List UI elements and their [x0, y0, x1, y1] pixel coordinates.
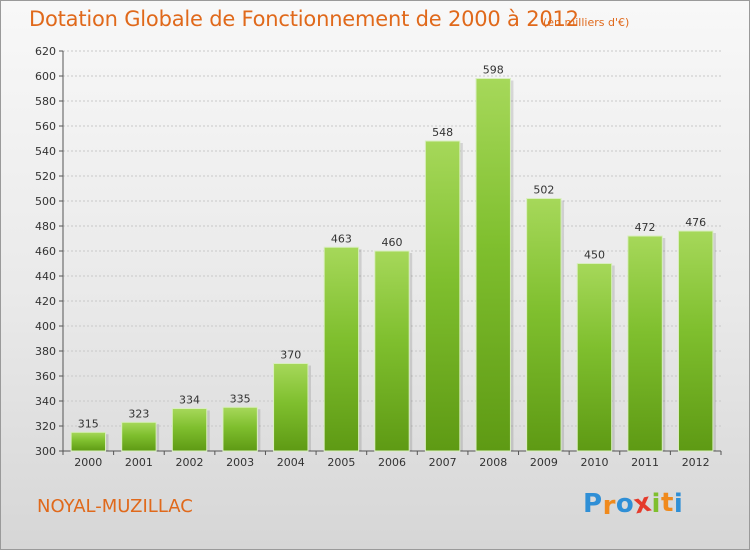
value-label: 548 [432, 126, 453, 139]
bar-2002 [171, 408, 208, 452]
y-tick-label: 540 [35, 145, 56, 158]
y-tick-label: 580 [35, 95, 56, 108]
y-tick-label: 460 [35, 245, 56, 258]
y-tick-label: 320 [35, 420, 56, 433]
x-tick-label: 2004 [277, 456, 305, 469]
y-tick-label: 520 [35, 170, 56, 183]
value-label: 323 [128, 407, 149, 420]
value-label: 598 [483, 64, 504, 77]
bar-2006 [374, 250, 410, 452]
logo-letter: P [583, 489, 603, 519]
chart-title: Dotation Globale de Fonctionnement de 20… [29, 7, 579, 31]
logo-letter: o [615, 489, 635, 519]
bar-2009 [526, 198, 562, 452]
value-label: 472 [635, 221, 656, 234]
y-tick-label: 300 [35, 445, 56, 458]
value-label: 370 [280, 349, 301, 362]
value-label: 460 [382, 236, 403, 249]
value-label: 502 [533, 184, 554, 197]
bar-2004 [273, 363, 309, 452]
y-tick-label: 360 [35, 370, 56, 383]
y-tick-label: 400 [35, 320, 56, 333]
x-tick-label: 2010 [580, 456, 608, 469]
logo-letter: r [602, 491, 616, 521]
bar-2003 [222, 406, 258, 452]
x-tick-label: 2002 [176, 456, 204, 469]
bar-2000 [70, 431, 107, 452]
y-tick-label: 340 [35, 395, 56, 408]
y-tick-label: 420 [35, 295, 56, 308]
x-tick-label: 2012 [682, 456, 710, 469]
x-tick-label: 2006 [378, 456, 406, 469]
bar-2011 [627, 235, 663, 452]
value-label: 334 [179, 394, 200, 407]
logo-letter: i [673, 489, 684, 519]
x-tick-label: 2005 [327, 456, 355, 469]
y-tick-label: 600 [35, 70, 56, 83]
y-tick-label: 380 [35, 345, 56, 358]
bar-2008 [475, 78, 511, 452]
x-tick-label: 2008 [479, 456, 507, 469]
x-tick-label: 2000 [74, 456, 102, 469]
commune-name: NOYAL-MUZILLAC [37, 496, 193, 517]
bar-2012 [677, 230, 714, 452]
bar-2007 [424, 140, 461, 452]
value-label: 335 [230, 392, 251, 405]
y-tick-label: 560 [35, 120, 56, 133]
logo-letter: t [660, 488, 674, 518]
x-tick-label: 2007 [429, 456, 457, 469]
y-tick-label: 500 [35, 195, 56, 208]
y-tick-label: 480 [35, 220, 56, 233]
bar-2001 [121, 421, 157, 452]
y-tick-label: 440 [35, 270, 56, 283]
chart-subtitle: (en milliers d'€) [543, 16, 630, 29]
bar-2010 [576, 263, 613, 452]
bar-2005 [323, 246, 360, 452]
value-label: 315 [78, 417, 99, 430]
x-tick-label: 2011 [631, 456, 659, 469]
value-label: 476 [685, 216, 706, 229]
x-tick-label: 2003 [226, 456, 254, 469]
logo-letter: i [651, 489, 661, 519]
value-label: 463 [331, 232, 352, 245]
proxiti-logo[interactable]: Proxiti [583, 488, 684, 521]
x-tick-label: 2001 [125, 456, 153, 469]
x-tick-label: 2009 [530, 456, 558, 469]
y-tick-label: 620 [35, 45, 56, 58]
value-label: 450 [584, 249, 605, 262]
